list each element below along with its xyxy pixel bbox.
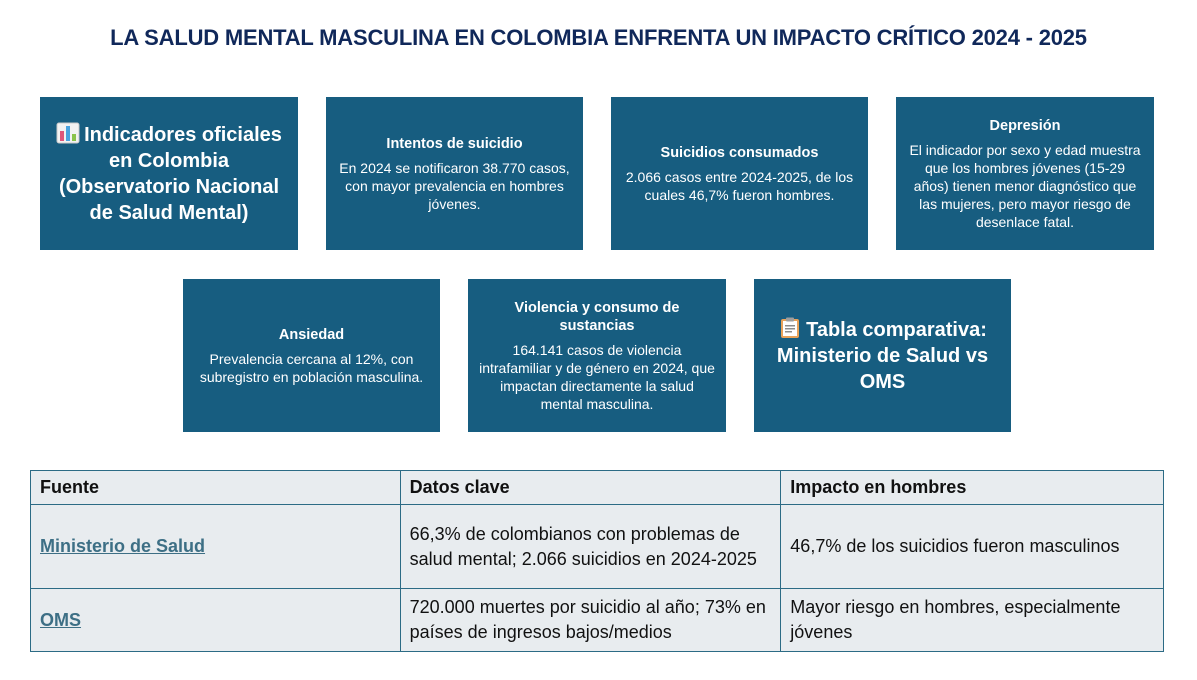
card-suicides: Suicidios consumados 2.066 casos entre 2…: [611, 97, 868, 250]
card-body: Prevalencia cercana al 12%, con subregis…: [199, 350, 424, 385]
card-body: En 2024 se notificaron 38.770 casos, con…: [339, 159, 570, 212]
column-header: Impacto en hombres: [780, 470, 1164, 505]
card-body: 164.141 casos de violencia intrafamiliar…: [479, 341, 715, 412]
table-row: Ministerio de Salud 66,3% de colombianos…: [30, 504, 1164, 589]
comparison-table: Fuente Datos clave Impacto en hombres Mi…: [30, 470, 1164, 652]
card-comparison: Tabla comparativa: Ministerio de Salud v…: [754, 279, 1011, 432]
card-comparison-text: Tabla comparativa: Ministerio de Salud v…: [776, 318, 989, 393]
card-heading: Violencia y consumo de sustancias: [514, 299, 680, 334]
card-suicide-attempts: Intentos de suicidio En 2024 se notifica…: [326, 97, 583, 250]
card-violence: Violencia y consumo de sustancias 164.14…: [468, 279, 726, 432]
card-body: 2.066 casos entre 2024-2025, de los cual…: [625, 168, 854, 203]
source-link-oms[interactable]: OMS: [40, 609, 82, 630]
card-heading: Intentos de suicidio: [386, 135, 523, 152]
card-indicators-text: Indicadores oficiales en Colombia (Obser…: [58, 123, 282, 224]
card-depression: Depresión El indicador por sexo y edad m…: [896, 97, 1154, 250]
card-body: El indicador por sexo y edad muestra que…: [909, 141, 1141, 230]
table-cell: 720.000 muertes por suicidio al año; 73%…: [399, 588, 782, 652]
table-cell: 46,7% de los suicidios fueron masculinos: [780, 504, 1164, 589]
source-link-ministerio[interactable]: Ministerio de Salud: [40, 536, 206, 556]
column-header: Fuente: [30, 470, 401, 505]
table-cell: Mayor riesgo en hombres, especialmente j…: [780, 588, 1164, 652]
card-indicators: Indicadores oficiales en Colombia (Obser…: [40, 97, 298, 250]
table-header-row: Fuente Datos clave Impacto en hombres: [30, 470, 1164, 505]
card-heading: Ansiedad: [278, 326, 345, 343]
bar-chart-icon: [56, 122, 80, 143]
card-anxiety: Ansiedad Prevalencia cercana al 12%, con…: [183, 279, 440, 432]
table-cell: 66,3% de colombianos con problemas de sa…: [399, 504, 782, 589]
card-heading: Suicidios consumados: [660, 144, 819, 161]
page-title: LA SALUD MENTAL MASCULINA EN COLOMBIA EN…: [110, 25, 1087, 50]
column-header: Datos clave: [399, 470, 782, 505]
card-heading: Depresión: [989, 117, 1061, 134]
table-row: OMS 720.000 muertes por suicidio al año;…: [30, 588, 1164, 652]
clipboard-icon: [781, 317, 800, 338]
